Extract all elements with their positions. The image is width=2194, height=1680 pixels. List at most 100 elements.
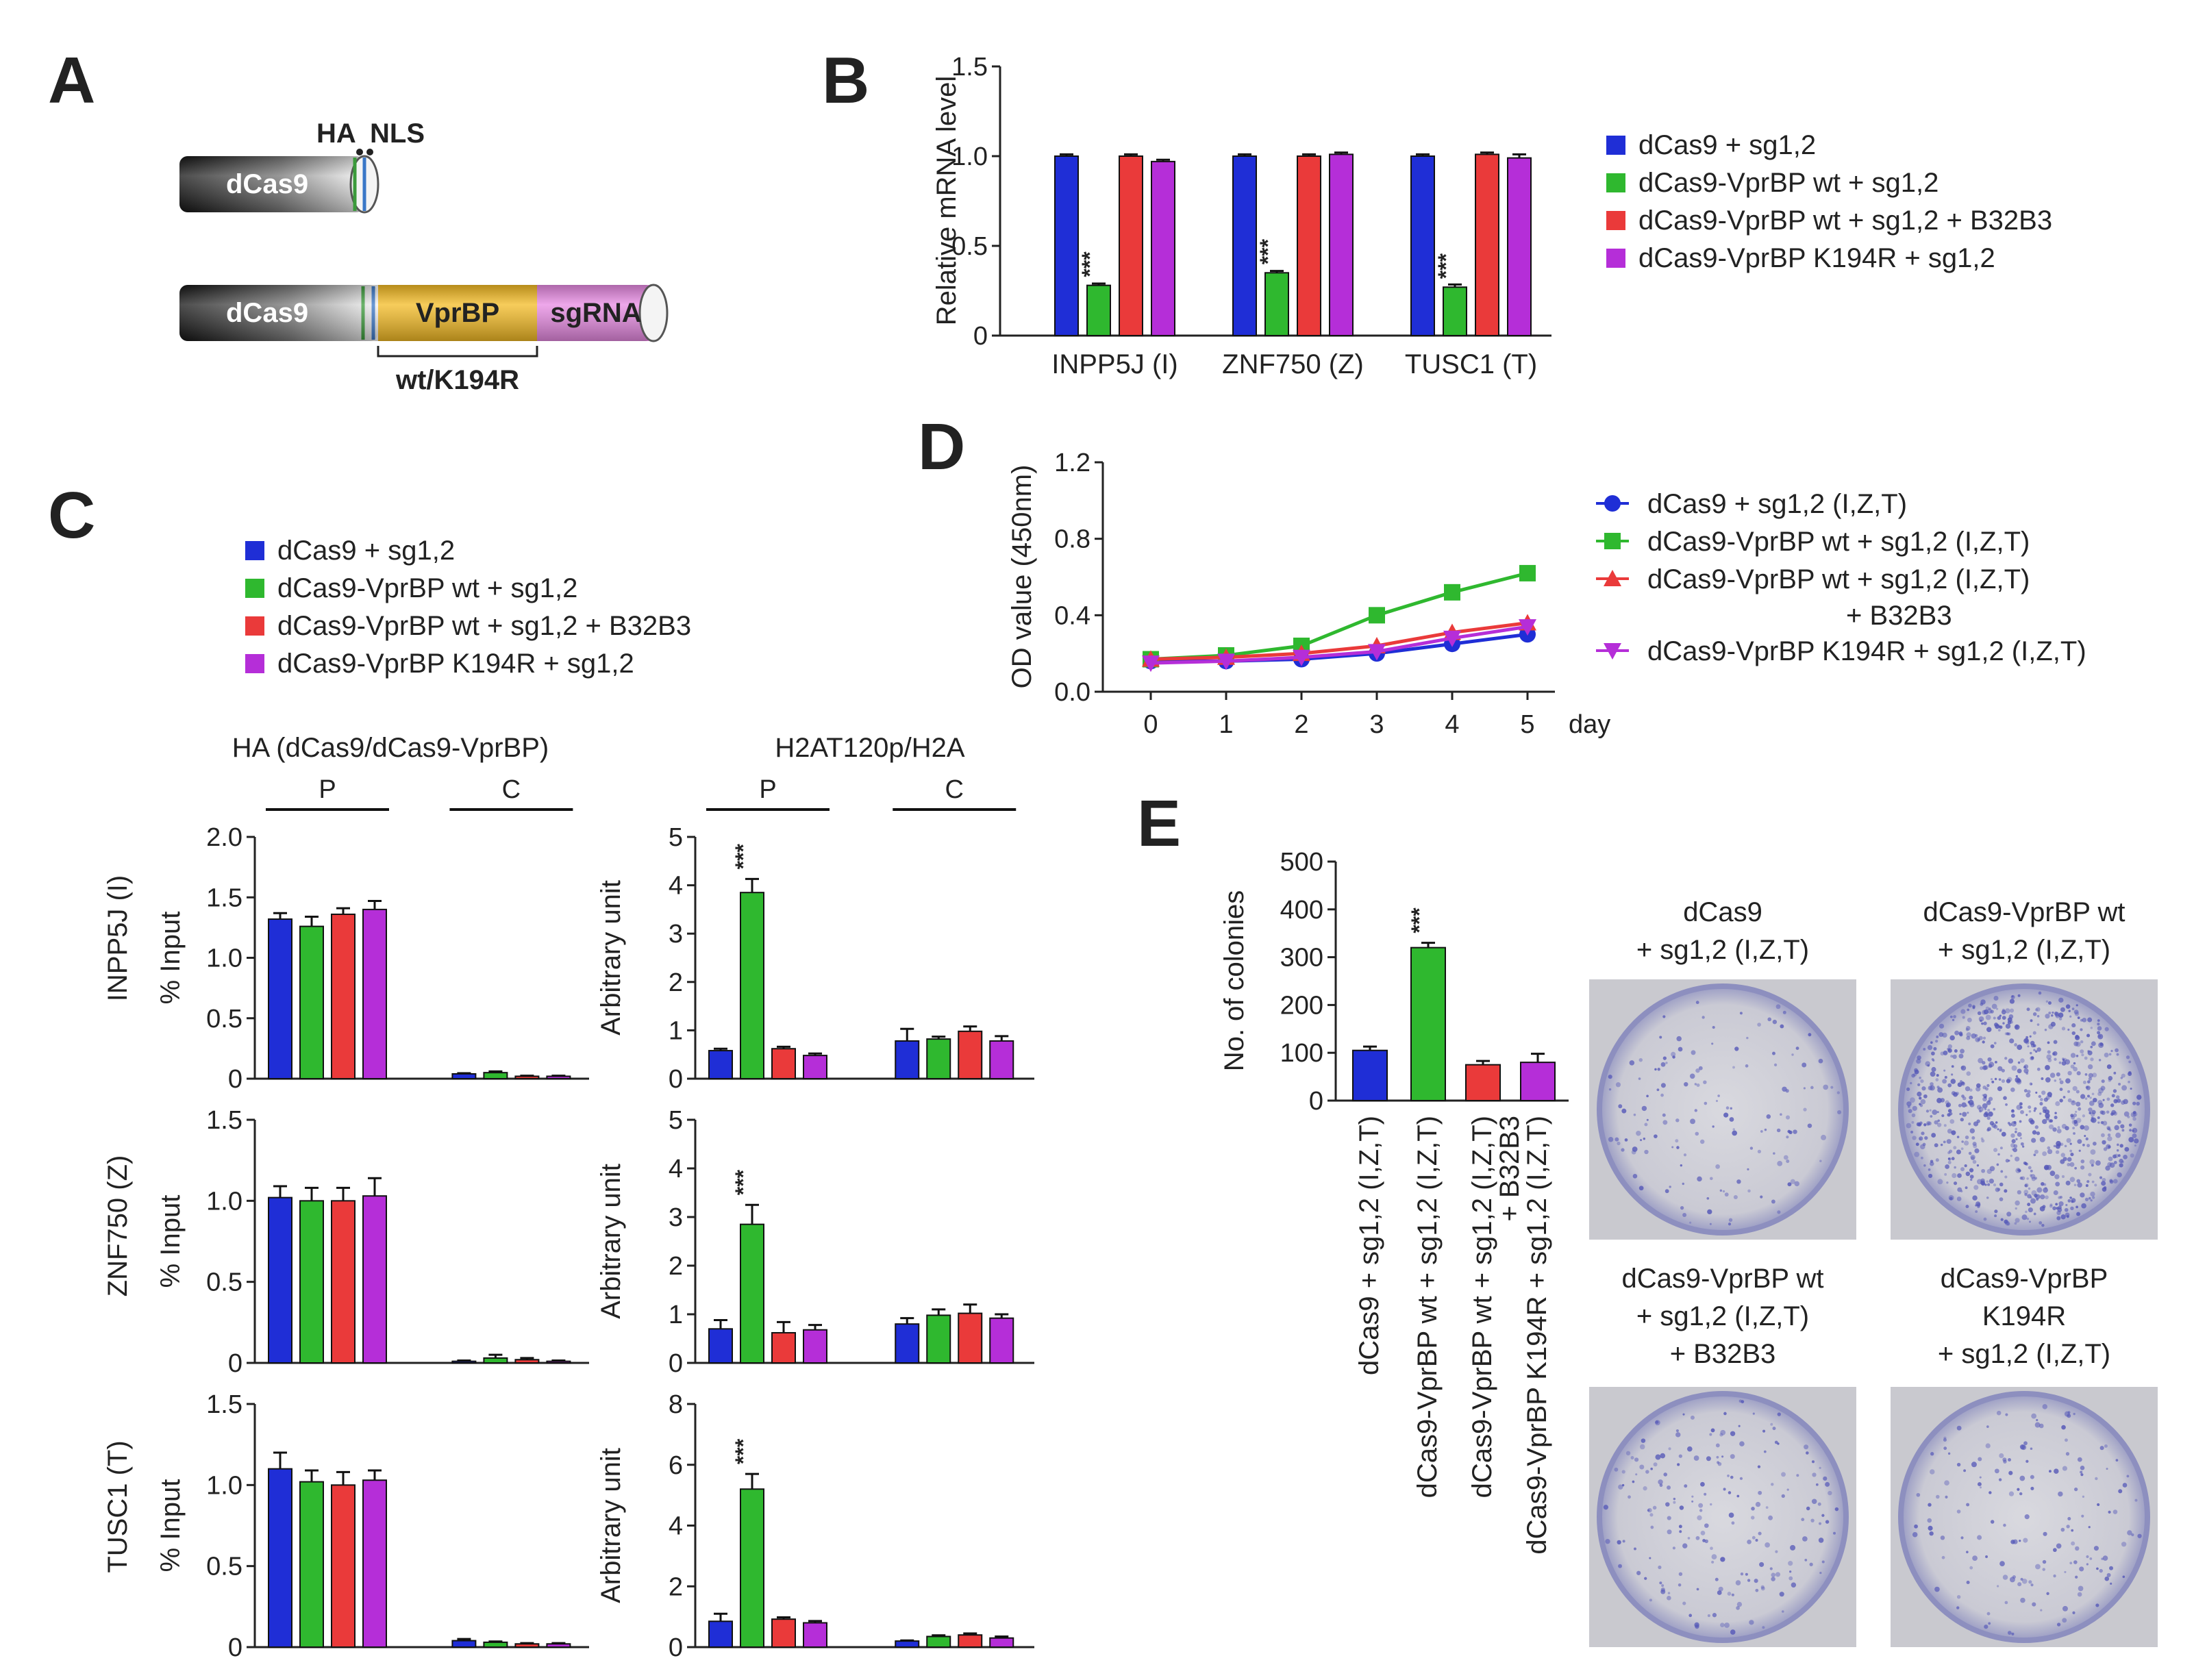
colony-dot	[2038, 1094, 2041, 1099]
colony-dot	[1979, 1476, 1982, 1479]
colony-dot	[2057, 1126, 2060, 1129]
colony-dot	[2021, 1214, 2028, 1220]
colony-dot	[2027, 1045, 2030, 1048]
colony-dot	[2118, 1489, 2123, 1494]
colony-dot	[2032, 1012, 2037, 1016]
colony-dot	[2006, 1212, 2012, 1217]
colony-dot	[1986, 1425, 1989, 1428]
colony-dot	[1949, 1119, 1955, 1124]
colony-dot	[2054, 1079, 2057, 1082]
colony-dot	[2020, 1142, 2024, 1146]
colony-dot	[1680, 1206, 1684, 1210]
colony-dot	[2111, 1094, 2115, 1098]
colony-dot	[2017, 1078, 2021, 1083]
colony-dot	[2034, 1050, 2038, 1053]
colony-dot	[1644, 1149, 1649, 1155]
colony-dot	[2087, 1064, 2093, 1070]
colony-dot	[1944, 1480, 1949, 1486]
colony-dot	[2034, 1125, 2039, 1129]
colony-dot	[1936, 1494, 1940, 1499]
colony-dot	[2032, 1130, 2037, 1135]
bar	[1329, 153, 1354, 336]
colony-dot	[1936, 1086, 1940, 1089]
colony-dot	[1986, 1128, 1990, 1132]
colony-dot	[2112, 1179, 2118, 1184]
colony-dot	[2115, 1459, 2119, 1462]
colony-dot	[1682, 1601, 1686, 1605]
colony-dot	[2010, 1121, 2017, 1127]
colony-dot	[1989, 1007, 1991, 1010]
colony-dot	[2093, 1546, 2099, 1551]
colony-dot	[2073, 1062, 2076, 1065]
colony-dot	[1983, 1021, 1987, 1025]
colony-dot	[2070, 1064, 2075, 1069]
colony-dot	[1937, 1119, 1941, 1123]
colony-dot	[1985, 1087, 1989, 1091]
colony-dot	[2119, 1144, 2123, 1148]
colony-dot	[1608, 1075, 1612, 1079]
colony-dot	[1997, 1128, 1999, 1131]
colony-dot	[1728, 1223, 1732, 1226]
colony-dot	[2104, 1576, 2110, 1581]
colony-dot	[2092, 1196, 2095, 1199]
y-tick-label: 0.5	[206, 1553, 242, 1581]
colony-dot	[1821, 1514, 1825, 1517]
colony-dot	[1993, 1107, 1996, 1111]
colony-dot	[2071, 1007, 2075, 1010]
bar	[989, 1040, 1014, 1080]
colony-dot	[1995, 1187, 2000, 1192]
colony-dot	[2084, 1097, 2088, 1100]
colony-dot	[1983, 1217, 1987, 1221]
colony-dot	[2132, 1111, 2136, 1114]
colony-dot	[2054, 1012, 2060, 1017]
colony-dot	[1759, 1562, 1765, 1567]
bar	[362, 908, 387, 1080]
colony-dot	[2017, 994, 2021, 997]
colony-dot	[2052, 1206, 2057, 1211]
colony-dot	[2028, 1109, 2032, 1113]
colony-dot	[1779, 1592, 1784, 1597]
colony-dot	[2026, 1177, 2029, 1180]
colony-dot	[2010, 1114, 2015, 1118]
colony-dot	[2132, 1129, 2134, 1132]
colony-dot	[1931, 1051, 1935, 1056]
colony-dot	[1603, 1505, 1608, 1510]
colony-dot	[1752, 1535, 1756, 1540]
y-axis-label: % Input	[155, 1195, 186, 1288]
colony-dot	[2108, 1079, 2112, 1082]
colony-dot	[2075, 1101, 2081, 1107]
colony-dot	[2042, 1118, 2047, 1125]
colony-dot	[2054, 1112, 2057, 1114]
bar	[740, 1488, 764, 1648]
colony-dot	[1621, 1148, 1625, 1152]
bar	[1352, 1049, 1388, 1101]
colony-dot	[2099, 1446, 2104, 1451]
colony-dot	[1993, 995, 1999, 1001]
colony-dot	[2073, 1041, 2079, 1046]
colony-dot	[2106, 1097, 2110, 1101]
bar	[771, 1618, 796, 1648]
y-tick-label: 1.5	[206, 883, 242, 912]
colony-dot	[1790, 1544, 1796, 1551]
colony-dot	[1636, 1570, 1641, 1575]
colony-dot	[2120, 1077, 2123, 1079]
colony-dot	[1795, 1046, 1799, 1051]
colony-dot	[1678, 1583, 1682, 1587]
colony-dot	[2095, 1603, 2099, 1607]
colony-dot	[1950, 1079, 1956, 1084]
colony-dot	[1729, 1117, 1734, 1122]
colony-dot	[1747, 1579, 1751, 1582]
bar	[331, 1484, 356, 1648]
colony-dot	[2039, 1101, 2043, 1106]
legend-b-label: dCas9 + sg1,2	[1638, 130, 1816, 160]
bar	[1410, 946, 1446, 1102]
colony-dot	[2108, 1053, 2112, 1056]
colony-dot	[1960, 1147, 1964, 1151]
colony-dot	[1988, 1622, 1991, 1625]
colony-dot	[1912, 1531, 1918, 1538]
colony-dot	[1975, 1033, 1978, 1038]
colony-dot	[1977, 1535, 1982, 1540]
colony-dot	[2095, 1160, 2101, 1166]
colony-dot	[2104, 1027, 2109, 1031]
colony-dot	[2060, 1159, 2065, 1164]
